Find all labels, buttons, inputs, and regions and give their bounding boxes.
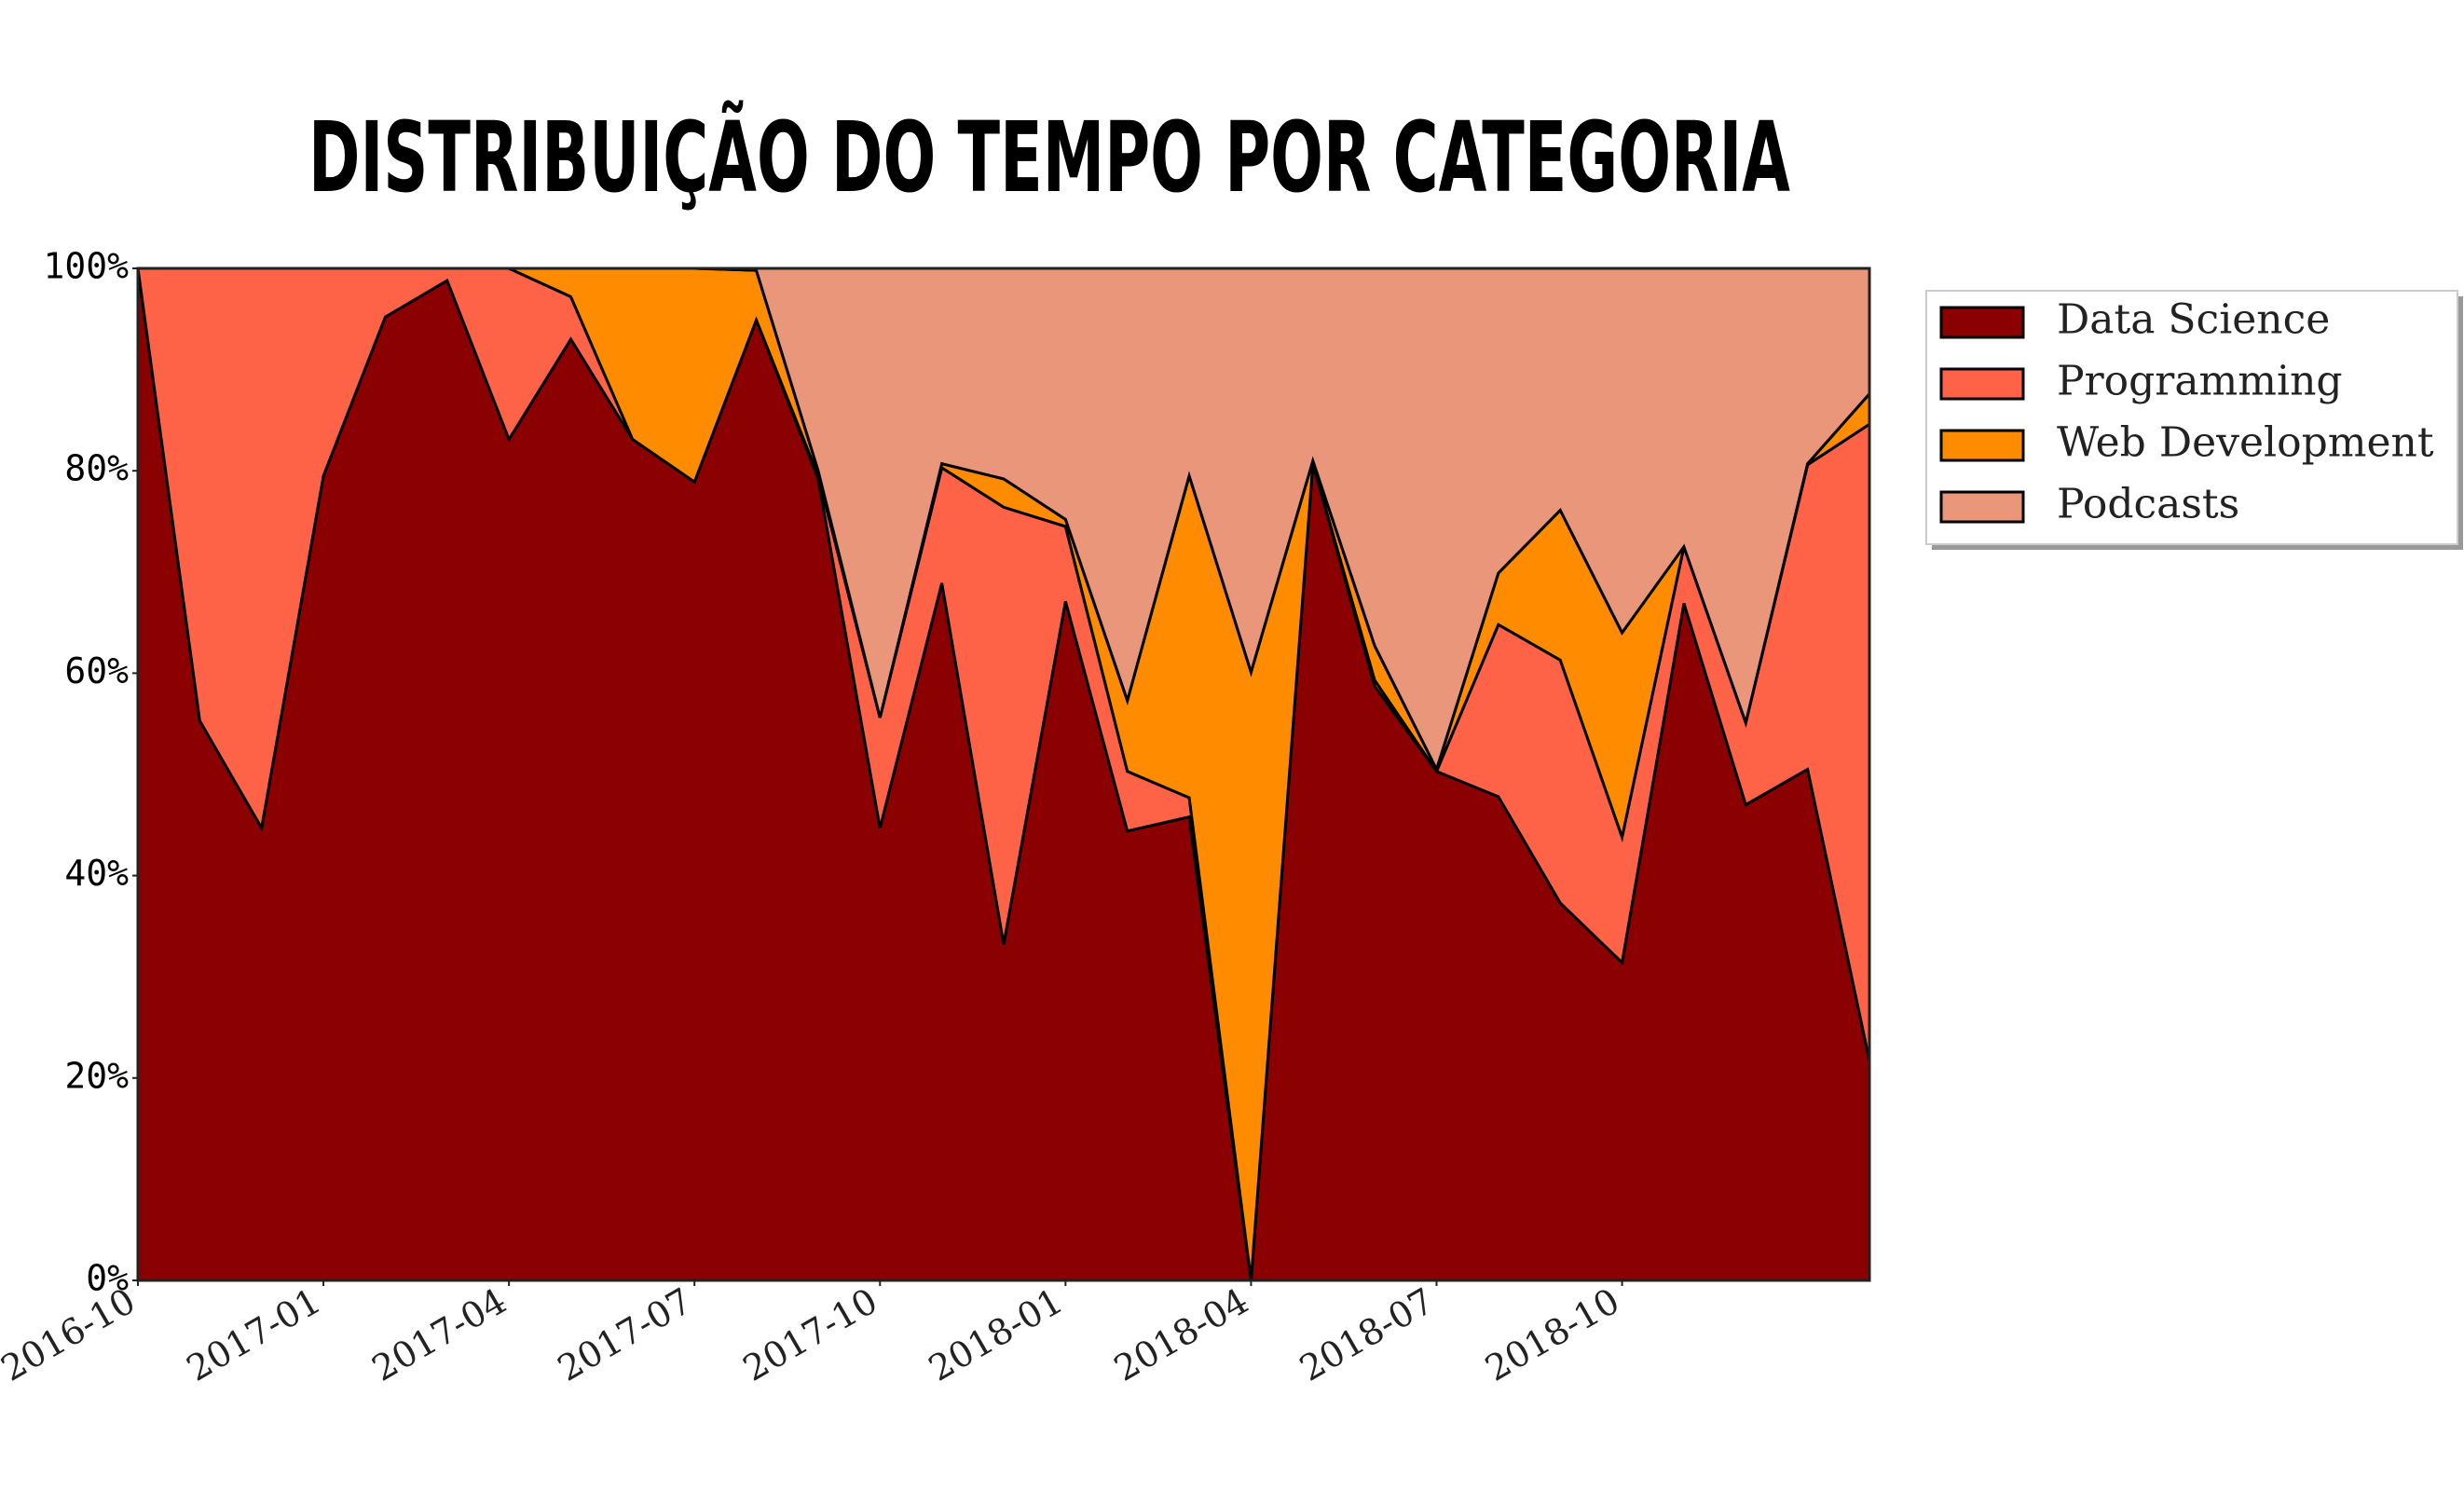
legend-label: Podcasts — [2057, 481, 2239, 528]
x-tick-label: 2016-10 — [0, 1280, 143, 1389]
legend-label: Web Development — [2057, 419, 2434, 467]
y-tick-label: 80% — [64, 448, 129, 489]
y-tick-label: 20% — [64, 1055, 129, 1096]
legend-swatch — [1939, 306, 2025, 339]
x-tick-label: 2018-07 — [1293, 1280, 1441, 1389]
legend-swatch — [1939, 429, 2025, 462]
x-tick-label: 2018-10 — [1478, 1280, 1626, 1389]
chart-title: DISTRIBUIÇÃO DO TEMPO POR CATEGORIA — [308, 101, 1790, 214]
x-tick-label: 2017-01 — [180, 1280, 328, 1389]
y-tick-label: 60% — [64, 650, 129, 691]
x-tick-label: 2017-07 — [551, 1280, 699, 1389]
legend-label: Data Science — [2057, 296, 2330, 344]
legend-swatch — [1939, 490, 2025, 524]
x-tick-label: 2018-01 — [922, 1280, 1070, 1389]
x-tick-label: 2017-04 — [365, 1280, 513, 1389]
y-tick-label: 40% — [64, 853, 129, 894]
legend-swatch — [1939, 367, 2025, 401]
plot-frame — [136, 267, 1871, 1282]
y-tick-label: 0% — [86, 1258, 129, 1299]
legend-label: Programming — [2057, 358, 2343, 405]
x-tick-label: 2018-04 — [1107, 1280, 1255, 1389]
y-tick-label: 100% — [43, 246, 129, 287]
x-tick-label: 2017-10 — [736, 1280, 884, 1389]
